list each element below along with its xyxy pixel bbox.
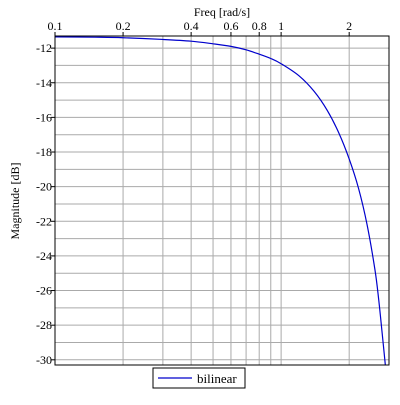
- y-tick-label: -12: [36, 41, 52, 55]
- series-layer: [55, 36, 386, 365]
- grid-layer: [55, 36, 389, 365]
- x-tick-label: 2: [346, 19, 352, 33]
- x-tick-label: 0.4: [184, 19, 199, 33]
- y-tick-label: -14: [36, 76, 52, 90]
- tick-layer: 0.1 0.2 0.4 0.6 0.8 1 2 -12 -14 -16 -18 -20 -22 -24 -2…: [36, 19, 352, 367]
- y-tick-label: -26: [36, 284, 52, 298]
- y-tick-label: -20: [36, 180, 52, 194]
- plot-frame: [54, 35, 390, 366]
- legend: bilinear: [152, 367, 246, 389]
- x-tick-label: 1: [278, 19, 284, 33]
- y-axis-title: Magnitude [dB]: [8, 163, 22, 240]
- series-line-bilinear: [55, 36, 386, 365]
- y-tick-label: -30: [36, 353, 52, 367]
- y-tick-label: -22: [36, 214, 52, 228]
- x-axis-title: Freq [rad/s]: [194, 5, 250, 19]
- y-tick-label: -18: [36, 145, 52, 159]
- x-tick-label: 0.2: [116, 19, 131, 33]
- x-tick-label: 0.6: [223, 19, 238, 33]
- y-tick-label: -16: [36, 110, 52, 124]
- legend-box: [152, 367, 246, 389]
- x-tick-label: 0.8: [252, 19, 267, 33]
- y-tick-label: -24: [36, 249, 52, 263]
- y-tick-label: -28: [36, 318, 52, 332]
- legend-label-bilinear: bilinear: [197, 371, 237, 386]
- x-tick-label: 0.1: [48, 19, 63, 33]
